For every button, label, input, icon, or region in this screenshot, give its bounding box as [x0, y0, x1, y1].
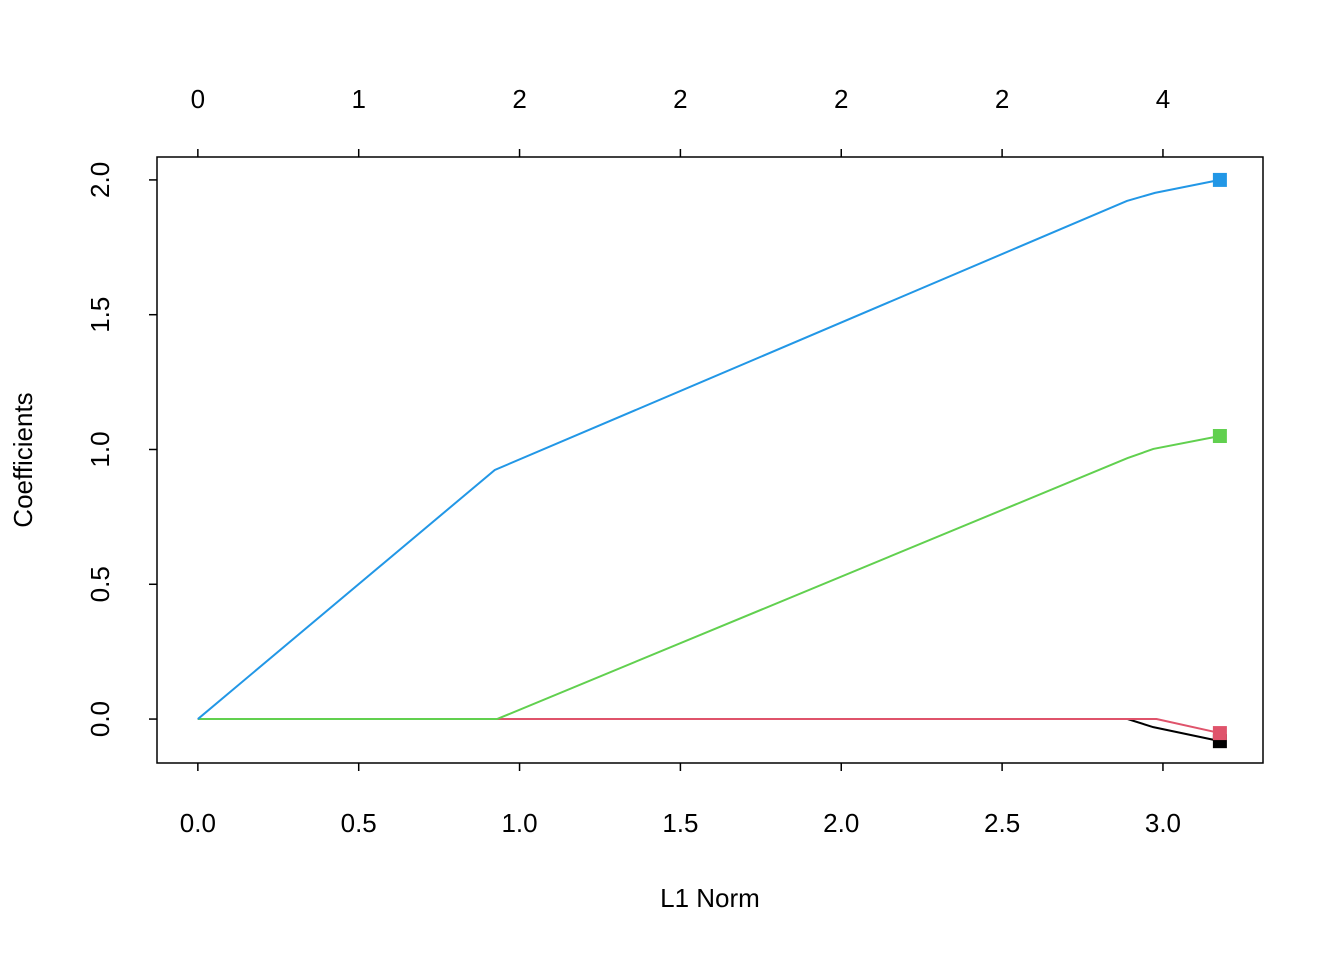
series-line — [197, 435, 1221, 721]
x-tick-label: 1.0 — [501, 808, 537, 838]
end-marker — [1212, 172, 1227, 187]
x-tick-label: 0.5 — [341, 808, 377, 838]
top-tick-label: 2 — [512, 84, 526, 114]
x-tick-label: 3.0 — [1145, 808, 1181, 838]
x-tick-label: 0.0 — [180, 808, 216, 838]
y-tick-label: 0.5 — [85, 566, 115, 602]
y-tick-label: 0.0 — [85, 701, 115, 737]
y-tick-label: 1.5 — [85, 297, 115, 333]
end-marker — [1212, 429, 1227, 444]
y-tick-label: 2.0 — [85, 162, 115, 198]
series-line — [197, 718, 1221, 743]
top-tick-label: 2 — [834, 84, 848, 114]
top-tick-label: 2 — [995, 84, 1009, 114]
plot-frame — [156, 156, 1264, 764]
top-tick-label: 4 — [1156, 84, 1170, 114]
series-line — [197, 718, 1221, 735]
x-tick-label: 2.0 — [823, 808, 859, 838]
top-tick-label: 0 — [191, 84, 205, 114]
y-tick-label: 1.0 — [85, 431, 115, 467]
x-axis-label: L1 Norm — [660, 883, 760, 913]
end-marker — [1212, 726, 1227, 741]
x-tick-label: 2.5 — [984, 808, 1020, 838]
series-line — [197, 178, 1221, 720]
top-tick-label: 2 — [673, 84, 687, 114]
top-tick-label: 1 — [351, 84, 365, 114]
x-tick-label: 1.5 — [662, 808, 698, 838]
y-axis-label: Coefficients — [8, 392, 38, 527]
